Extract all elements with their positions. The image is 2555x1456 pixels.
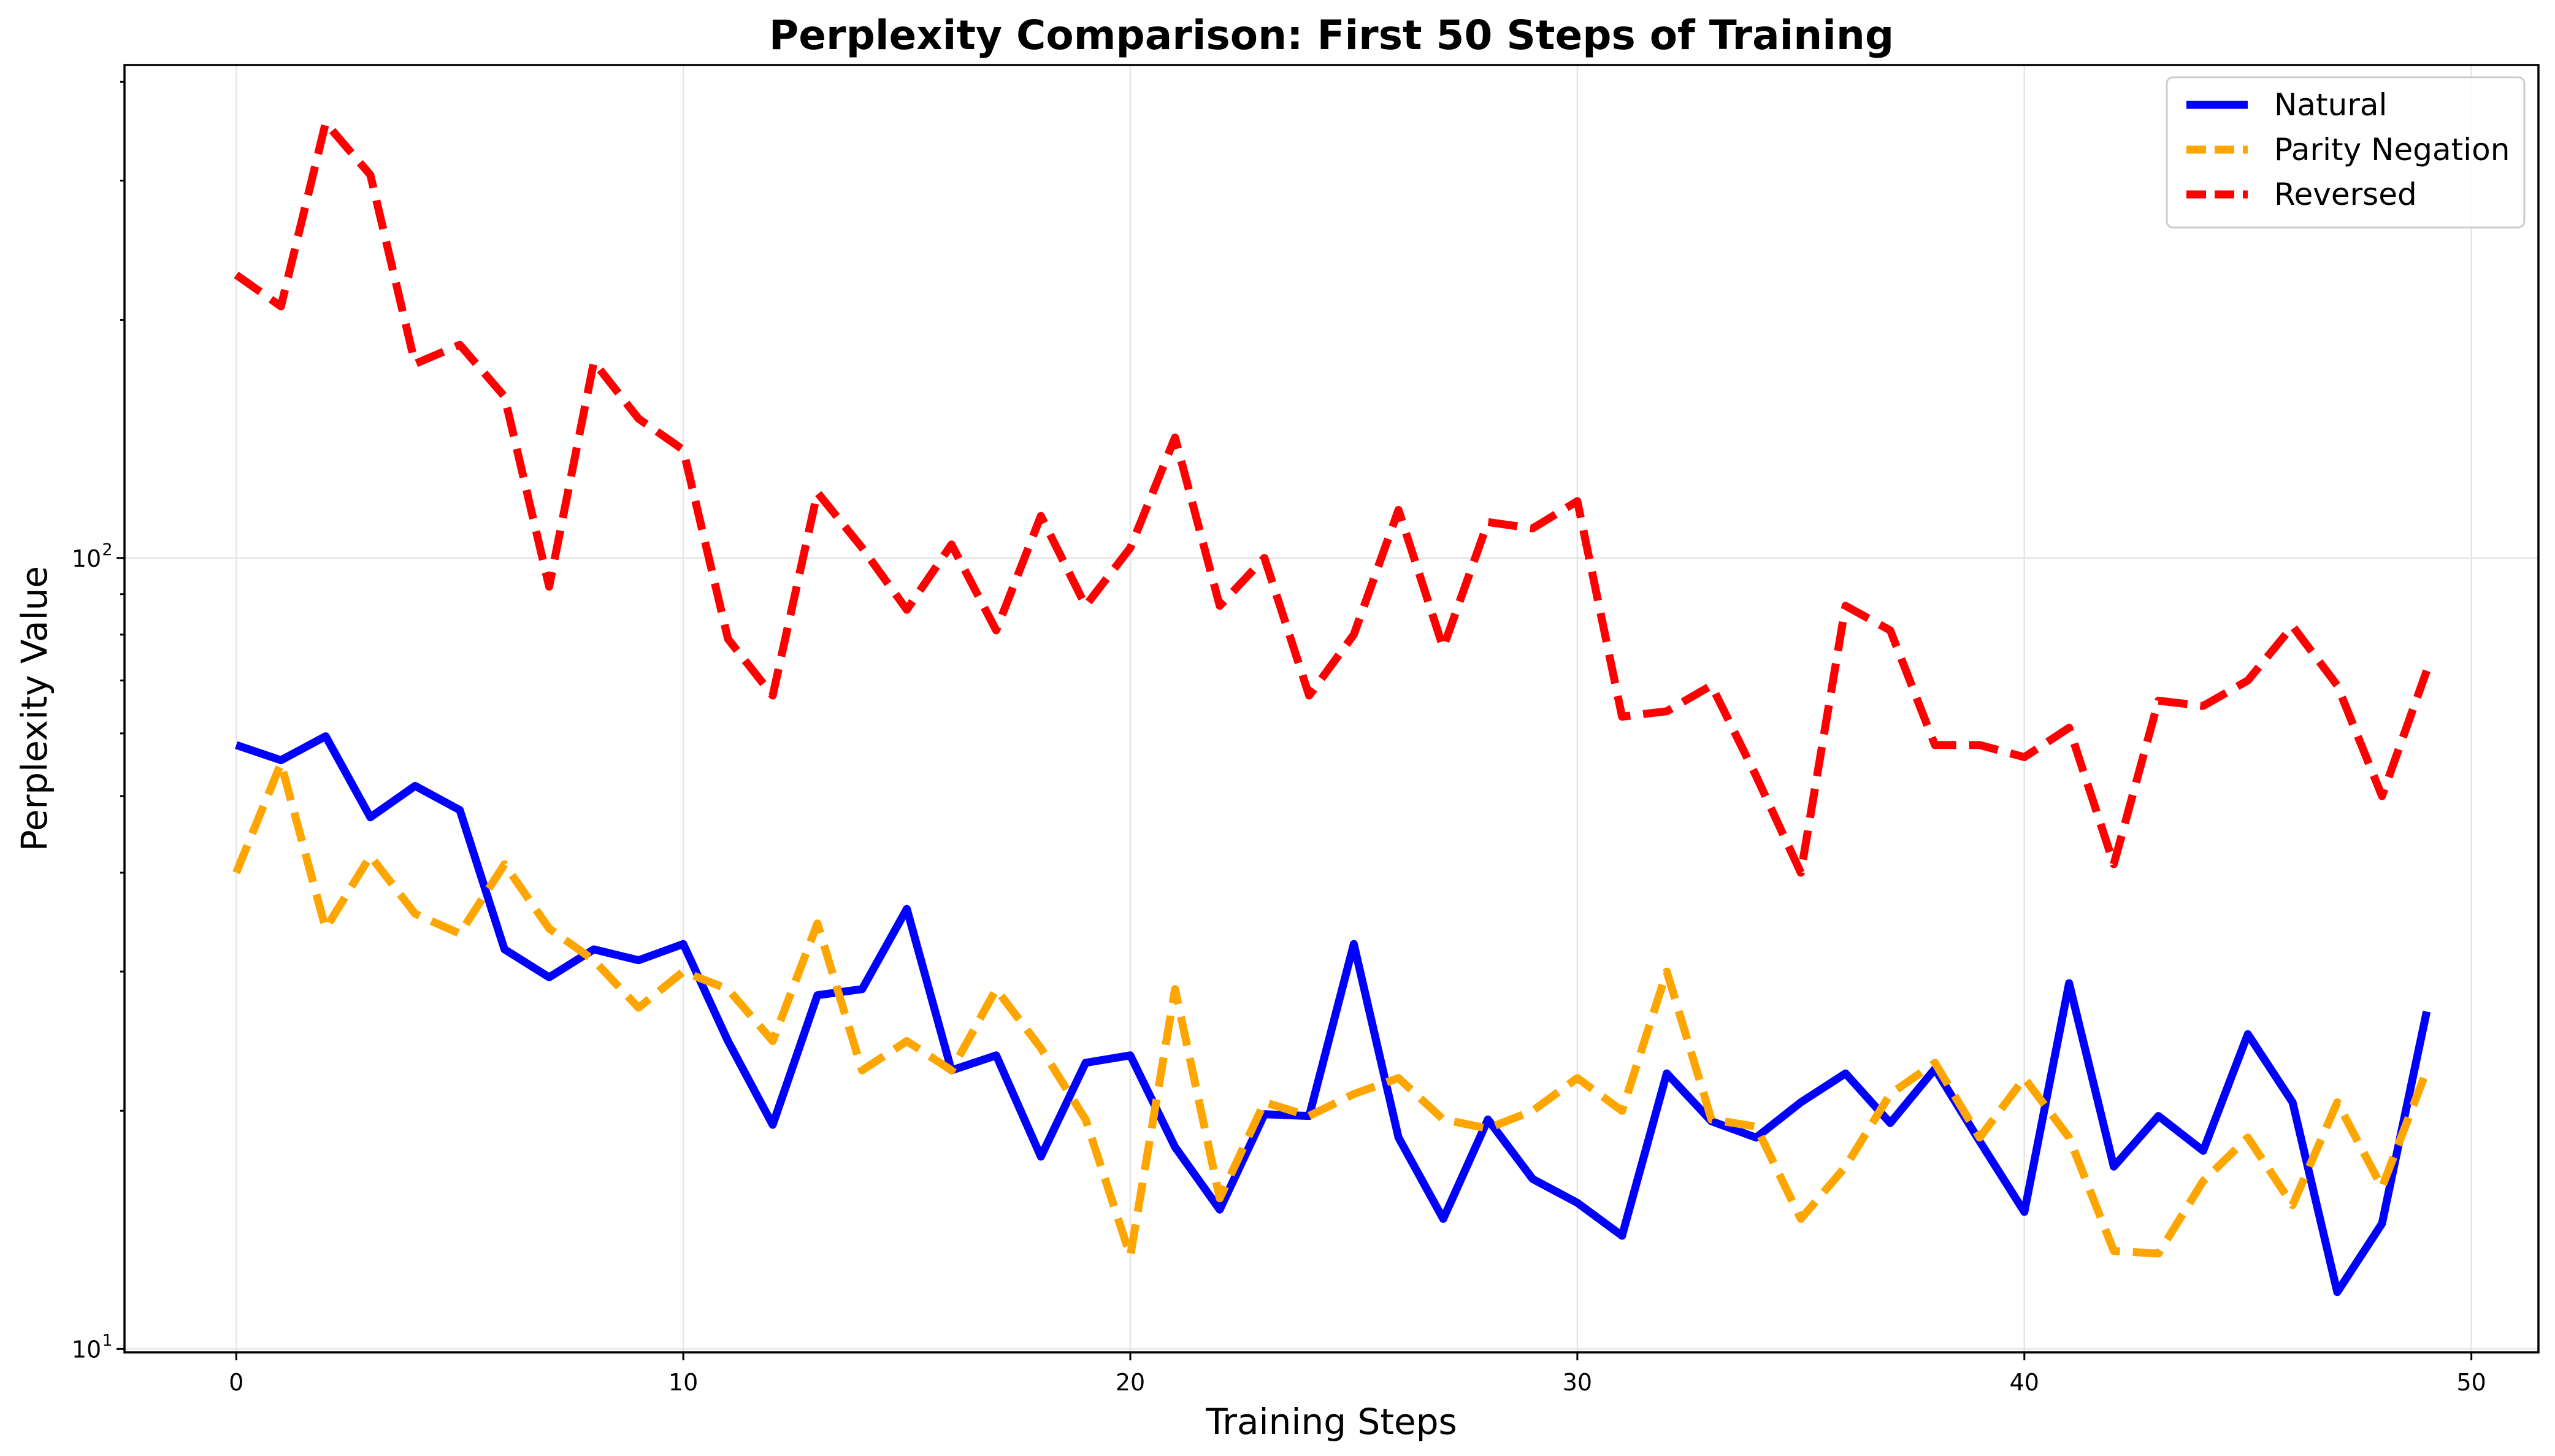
- x-tick-label: 10: [668, 1369, 698, 1396]
- legend: Natural Parity Negation Reversed: [2166, 76, 2526, 229]
- series-line-parity-negation: [232, 759, 2431, 1260]
- x-tick-label: 50: [2456, 1369, 2486, 1396]
- legend-label-parity-negation: Parity Negation: [2274, 132, 2510, 167]
- x-tick-label: 30: [1563, 1369, 1592, 1396]
- legend-label-natural: Natural: [2274, 87, 2387, 123]
- plot-frame: [123, 64, 2540, 1354]
- x-tick-label: 0: [229, 1369, 243, 1396]
- x-tick-label: 20: [1116, 1369, 1145, 1396]
- series-layer: [232, 118, 2431, 1297]
- x-axis-label: Training Steps: [1205, 1401, 1457, 1443]
- chart-title: Perplexity Comparison: First 50 Steps of…: [769, 12, 1894, 59]
- legend-box: [2166, 76, 2526, 229]
- series-line-reversed: [234, 118, 2431, 877]
- legend-label-reversed: Reversed: [2274, 177, 2417, 212]
- y-tick-exponent: 1: [102, 1331, 112, 1350]
- x-tick-label: 40: [2010, 1369, 2039, 1396]
- y-tick-label: 10: [72, 1336, 101, 1363]
- y-axis-label: Perplexity Value: [13, 566, 55, 851]
- y-tick-exponent: 2: [102, 540, 112, 559]
- series-line-natural: [235, 732, 2431, 1297]
- y-tick-label: 10: [72, 545, 101, 572]
